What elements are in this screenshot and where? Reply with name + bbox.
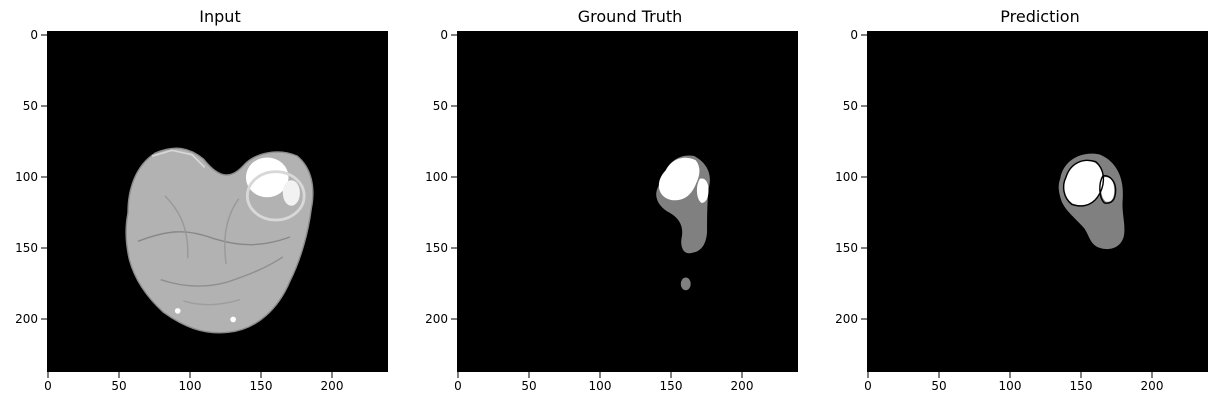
y-tick-label: 150 (15, 241, 38, 255)
x-tick-label: 50 (111, 379, 126, 393)
y-tick-label: 0 (440, 28, 448, 42)
y-tick-label: 200 (835, 312, 858, 326)
x-tick-label: 0 (864, 379, 872, 393)
y-tick-label: 50 (433, 99, 448, 113)
x-tick-label: 100 (589, 379, 612, 393)
x-tick-label: 150 (250, 379, 273, 393)
x-tick-label: 150 (1070, 379, 1093, 393)
input-image (47, 31, 388, 372)
panel-ground-truth: Ground Truth 0 50 100 150 200 (425, 0, 830, 407)
y-tick-label: 150 (425, 241, 448, 255)
prediction-image (867, 31, 1208, 372)
x-tick-label: 0 (44, 379, 52, 393)
prediction-axes: 0 50 100 150 200 0 50 100 150 200 (835, 28, 1164, 393)
panel-title: Ground Truth (577, 7, 683, 26)
y-tick-label: 0 (850, 28, 858, 42)
y-tick-label: 0 (30, 28, 38, 42)
y-tick-label: 100 (835, 170, 858, 184)
y-tick-label: 200 (425, 312, 448, 326)
y-tick-label: 100 (425, 170, 448, 184)
ground-truth-image (457, 31, 798, 372)
x-tick-label: 50 (931, 379, 946, 393)
x-tick-label: 200 (731, 379, 754, 393)
y-tick-label: 50 (843, 99, 858, 113)
input-axes: 0 50 100 150 200 0 50 100 150 200 (15, 28, 344, 393)
ground-truth-axes: 0 50 100 150 200 0 50 100 150 200 (425, 28, 754, 393)
x-tick-label: 200 (1141, 379, 1164, 393)
y-tick-label: 200 (15, 312, 38, 326)
y-tick-label: 100 (15, 170, 38, 184)
x-tick-label: 50 (521, 379, 536, 393)
panel-input: Input 0 50 (15, 0, 420, 407)
x-tick-label: 100 (999, 379, 1022, 393)
x-tick-label: 200 (321, 379, 344, 393)
panel-prediction: Prediction 0 50 100 150 200 (835, 0, 1222, 407)
y-tick-label: 50 (23, 99, 38, 113)
panel-title: Input (199, 7, 241, 26)
panel-title: Prediction (1000, 7, 1080, 26)
x-tick-label: 100 (179, 379, 202, 393)
x-tick-label: 0 (454, 379, 462, 393)
x-tick-label: 150 (660, 379, 683, 393)
y-tick-label: 150 (835, 241, 858, 255)
